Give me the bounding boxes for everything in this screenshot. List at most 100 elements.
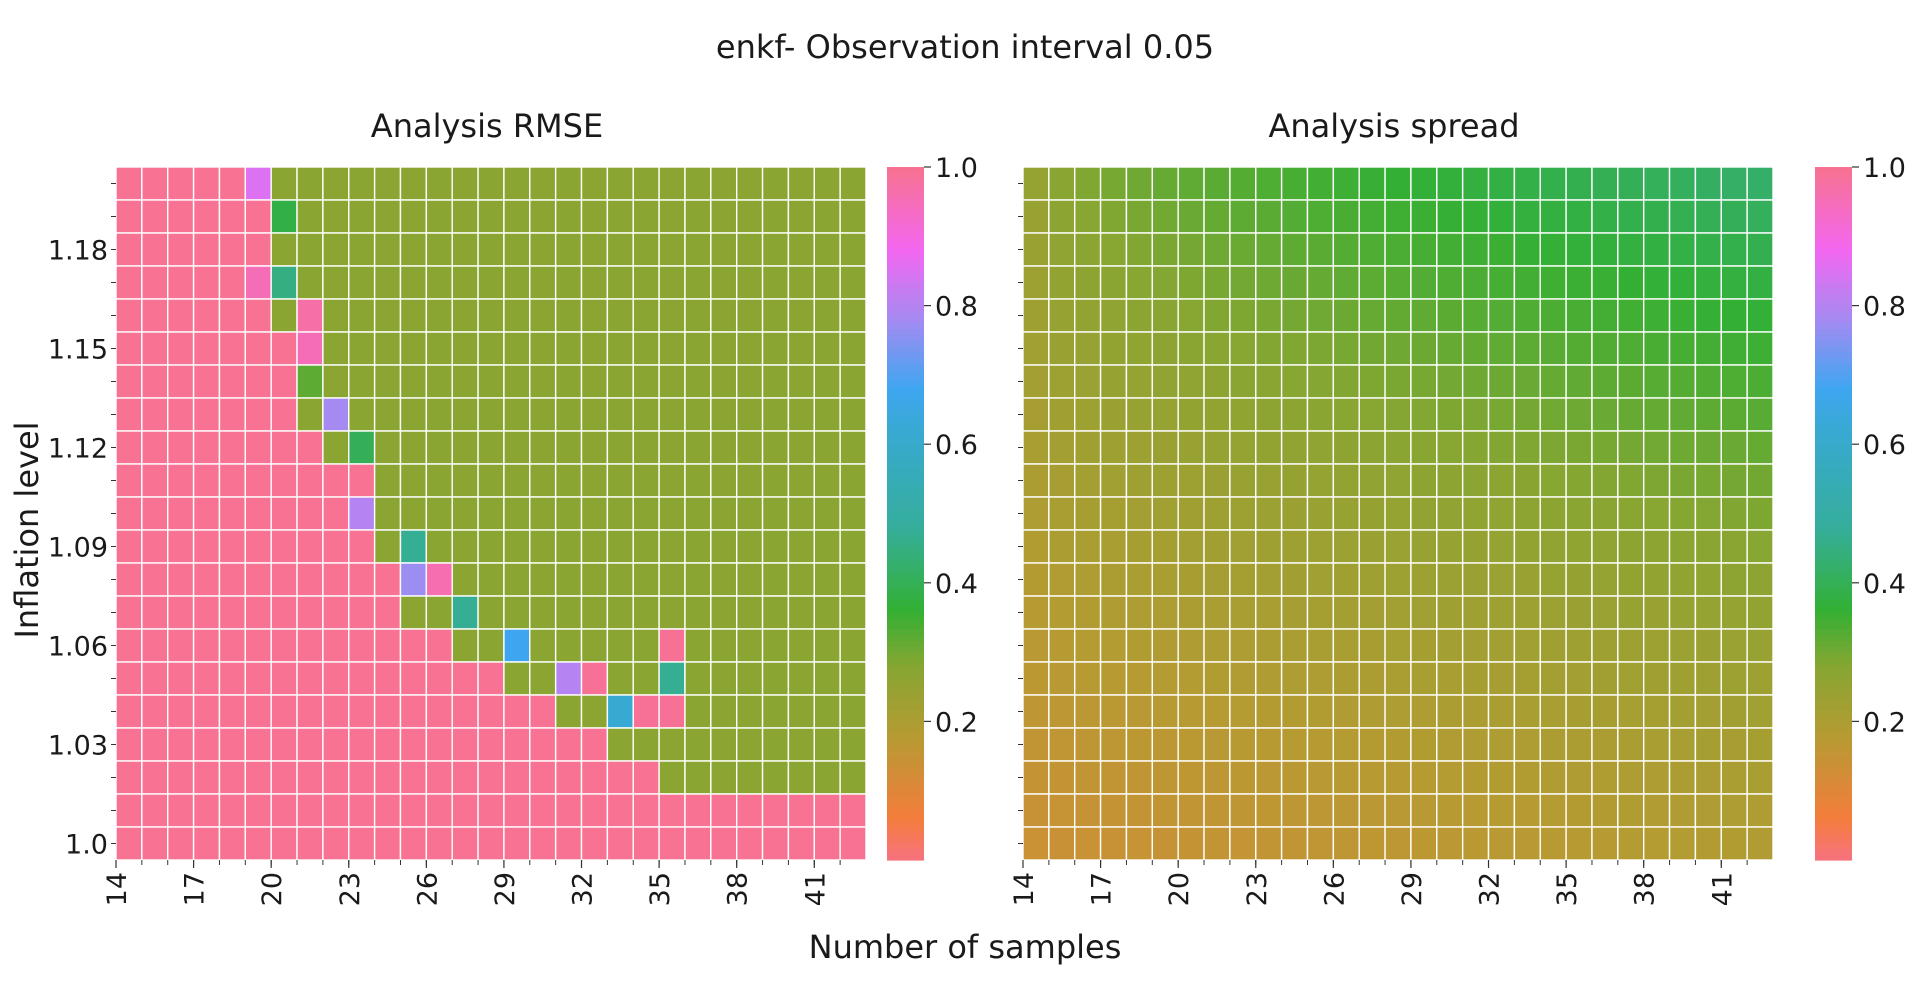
- rmse-cell: [322, 166, 350, 201]
- rmse-cell: [529, 199, 557, 234]
- spread-cell: [1668, 331, 1697, 366]
- rmse-cell: [503, 661, 531, 696]
- spread-cell: [1539, 628, 1567, 663]
- spread-cell: [1513, 727, 1541, 762]
- spread-cell: [1229, 496, 1257, 531]
- spread-cell: [1746, 232, 1774, 267]
- rmse-colorbar-segment: [887, 374, 924, 382]
- spread-cell: [1099, 694, 1128, 729]
- spread-cell: [1384, 496, 1412, 531]
- spread-cell: [1022, 661, 1050, 696]
- rmse-cell: [399, 793, 428, 828]
- rmse-cell: [839, 529, 867, 564]
- spread-cell: [1048, 628, 1076, 663]
- rmse-cell: [451, 496, 479, 531]
- spread-cell: [1229, 661, 1257, 696]
- rmse-cell: [839, 661, 867, 696]
- spread-panel-title: Analysis spread: [1268, 107, 1519, 145]
- spread-cell: [1746, 595, 1774, 630]
- spread-cell: [1642, 331, 1671, 366]
- spread-cell: [1513, 166, 1541, 201]
- spread-cell: [1306, 298, 1335, 333]
- rmse-cell: [684, 463, 712, 498]
- spread-cell: [1229, 628, 1257, 663]
- rmse-cell: [632, 232, 660, 267]
- rmse-cell: [218, 496, 247, 531]
- spread-cell: [1255, 298, 1283, 333]
- spread-cell: [1384, 826, 1412, 861]
- rmse-cell: [115, 199, 143, 234]
- spread-cell: [1306, 793, 1335, 828]
- rmse-cell: [606, 463, 634, 498]
- spread-cell: [1229, 595, 1257, 630]
- rmse-cell: [787, 463, 815, 498]
- rmse-cell: [606, 826, 634, 861]
- rmse-cell: [141, 364, 169, 399]
- spread-cell: [1229, 364, 1257, 399]
- rmse-colorbar-segment: [887, 224, 924, 232]
- rmse-cell: [813, 397, 841, 432]
- rmse-cell: [192, 826, 221, 861]
- rmse-cell: [167, 463, 195, 498]
- spread-colorbar-segment: [1815, 242, 1852, 249]
- rmse-colorbar: 0.20.40.60.81.0: [887, 153, 978, 861]
- spread-colorbar-segment: [1815, 767, 1852, 774]
- rmse-cell: [451, 397, 479, 432]
- rmse-cell: [684, 727, 712, 762]
- rmse-cell: [192, 364, 221, 399]
- spread-cell: [1229, 793, 1257, 828]
- rmse-cell: [503, 595, 531, 630]
- rmse-colorbar-segment: [887, 698, 924, 705]
- rmse-cell: [813, 364, 841, 399]
- rmse-cell: [348, 496, 376, 531]
- rmse-cell: [141, 661, 169, 696]
- rmse-cell: [735, 265, 764, 300]
- rmse-cell: [218, 331, 247, 366]
- spread-cell: [1591, 727, 1619, 762]
- rmse-colorbar-segment: [887, 715, 924, 723]
- spread-cell: [1436, 199, 1464, 234]
- spread-cell: [1151, 430, 1179, 465]
- spread-cell: [1617, 166, 1645, 201]
- rmse-cell: [632, 595, 660, 630]
- spread-cell: [1487, 463, 1516, 498]
- spread-cell: [1642, 364, 1671, 399]
- rmse-cell: [554, 628, 583, 663]
- rmse-colorbar-segment: [887, 773, 924, 780]
- rmse-cell: [141, 628, 169, 663]
- spread-cell: [1177, 760, 1205, 795]
- spread-heatmap: [1022, 166, 1774, 861]
- rmse-cell: [735, 661, 764, 696]
- rmse-cell: [348, 826, 376, 861]
- spread-cell: [1074, 331, 1102, 366]
- rmse-cell: [787, 529, 815, 564]
- rmse-cell: [839, 760, 867, 795]
- rmse-cell: [296, 364, 324, 399]
- rmse-cell: [632, 397, 660, 432]
- spread-cell: [1436, 463, 1464, 498]
- spread-cell: [1746, 397, 1774, 432]
- spread-cell: [1177, 628, 1205, 663]
- rmse-cell: [477, 199, 505, 234]
- rmse-cell: [167, 661, 195, 696]
- spread-cell: [1151, 298, 1179, 333]
- rmse-cell: [270, 694, 298, 729]
- rmse-cell: [115, 166, 143, 201]
- spread-cell: [1177, 496, 1205, 531]
- rmse-colorbar-segment: [887, 357, 924, 364]
- spread-colorbar-segment: [1815, 727, 1852, 734]
- spread-colorbar-label: 0.8: [1863, 292, 1906, 323]
- rmse-cell: [787, 595, 815, 630]
- rmse-colorbar-segment: [887, 473, 924, 480]
- spread-cell: [1513, 760, 1541, 795]
- rmse-cell: [761, 265, 790, 300]
- spread-cell: [1436, 793, 1464, 828]
- spread-cell: [1668, 760, 1697, 795]
- rmse-cell: [270, 826, 298, 861]
- spread-cell: [1591, 298, 1619, 333]
- spread-cell: [1461, 298, 1490, 333]
- rmse-cell: [477, 298, 505, 333]
- rmse-cell: [218, 298, 247, 333]
- spread-cell: [1151, 562, 1179, 597]
- spread-cell: [1487, 364, 1516, 399]
